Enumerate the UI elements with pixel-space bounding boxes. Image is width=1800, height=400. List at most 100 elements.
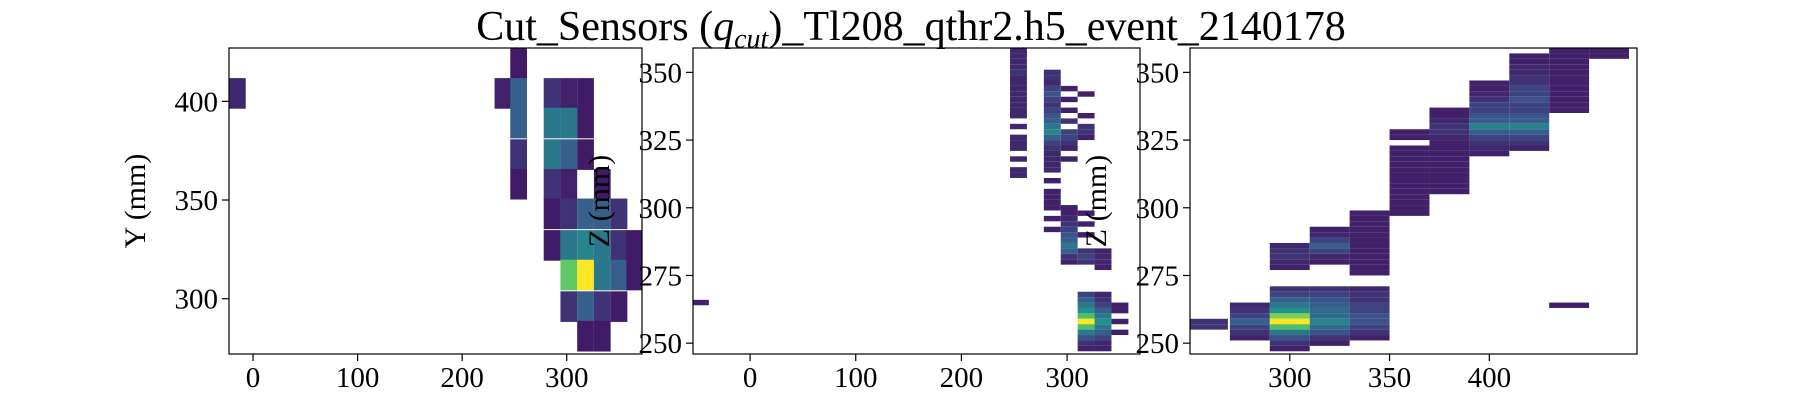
heatmap-cell [1549,102,1590,108]
heatmap-cell [1309,253,1350,260]
heatmap-cell [1309,297,1350,303]
heatmap-cell [1269,324,1310,330]
heatmap-cell [1229,318,1270,325]
heatmap-cell [610,291,628,322]
heatmap-cell [1010,48,1027,54]
heatmap-cell [543,139,561,170]
heatmap-cell [1269,313,1310,319]
heatmap-cell [1094,253,1112,260]
heatmap-cell [1349,335,1390,341]
heatmap-cell [1349,253,1390,260]
heatmap-cell [1469,80,1510,86]
heatmap-cell [1060,237,1078,243]
x-tick-label: 350 [1368,362,1412,394]
heatmap-cell [1010,75,1027,81]
heatmap-cell [1309,335,1350,341]
title-part: Cut_Sensors ( [476,4,713,50]
axes-frame [692,47,1141,355]
heatmap-cell [1043,167,1061,173]
heatmap-cell [510,78,527,109]
heatmap-cell [1349,307,1390,314]
heatmap-cell [1010,69,1027,76]
heatmap-cell [1043,134,1061,141]
heatmap-cell [1269,248,1310,254]
heatmap-cell [1549,80,1590,86]
heatmap-cell [1010,64,1027,70]
heatmap-cell [1010,167,1027,173]
heatmap-cell [1043,85,1061,92]
heatmap-cell [1469,123,1510,130]
heatmap-cell [1389,129,1430,135]
heatmap-cell [560,259,578,291]
heatmap-cell [1010,123,1027,130]
y-tick-label: 325 [1136,125,1180,157]
heatmap-cell [229,78,246,109]
heatmap-cell [1077,259,1095,265]
heatmap-cell [560,139,578,170]
heatmap-cell [1269,329,1310,336]
heatmap-cell [1010,96,1027,103]
heatmap-cell [1429,107,1470,113]
heatmap-cell [593,168,611,200]
heatmap-cell [1060,242,1078,249]
heatmap-cell [543,198,561,230]
heatmap-cell [510,139,527,170]
y-tick-label: 350 [175,185,219,217]
heatmap-cell [1469,145,1510,151]
axes-frame [228,47,643,355]
y-tick-label: 300 [639,193,683,225]
heatmap-cell [1349,237,1390,243]
heatmap-cell [1589,48,1630,54]
heatmap-cell [1060,210,1078,216]
heatmap-cell [1010,156,1027,162]
heatmap-cell [1269,307,1310,314]
cells [1190,48,1630,352]
heatmap-cell [1043,188,1061,195]
heatmap-cell [1469,118,1510,124]
heatmap-cell [1060,221,1078,227]
heatmap-cell [1309,340,1350,346]
heatmap-cell [1549,58,1590,65]
heatmap-cell [1469,134,1510,141]
heatmap-cell [1043,140,1061,146]
heatmap-cell [1010,140,1027,146]
heatmap-cell [1269,340,1310,346]
heatmap-cell [1077,210,1095,216]
heatmap-cell [1043,91,1061,97]
title-part: cut [734,24,769,55]
y-tick-label: 300 [175,284,219,316]
heatmap-cell [1509,58,1550,65]
heatmap-cell [1077,221,1095,227]
heatmap-cell [494,78,512,109]
heatmap-cell [1094,318,1112,325]
heatmap-cell [1060,226,1078,233]
heatmap-cell [1010,102,1027,108]
heatmap-cell [1509,64,1550,70]
heatmap-cell [1309,324,1350,330]
heatmap-cell [1043,118,1061,124]
heatmap-cell [1549,69,1590,76]
heatmap-cell [1010,80,1027,86]
heatmap-cell [1549,85,1590,92]
heatmap-cell [593,259,611,291]
y-tick-label: 275 [1136,260,1180,292]
heatmap-cell [1469,91,1510,97]
heatmap-cell [1269,302,1310,308]
heatmap-cell [1389,205,1430,211]
heatmap-cell [1309,291,1350,298]
heatmap-cell [577,78,594,109]
heatmap-cell [1429,177,1470,184]
heatmap-cell [1509,80,1550,86]
heatmap-cell [1389,167,1430,173]
heatmap-cell [1429,145,1470,151]
heatmap-cell [1043,80,1061,86]
heatmap-cell [1043,96,1061,103]
heatmap-cell [560,107,578,139]
heatmap-cell [1349,324,1390,330]
y-axis-label: Y (mm) [119,154,152,249]
heatmap-cell [1043,205,1061,211]
heatmap-cell [1060,215,1078,222]
y-axis-label: Z (mm) [1080,155,1113,247]
heatmap-cell [1469,85,1510,92]
